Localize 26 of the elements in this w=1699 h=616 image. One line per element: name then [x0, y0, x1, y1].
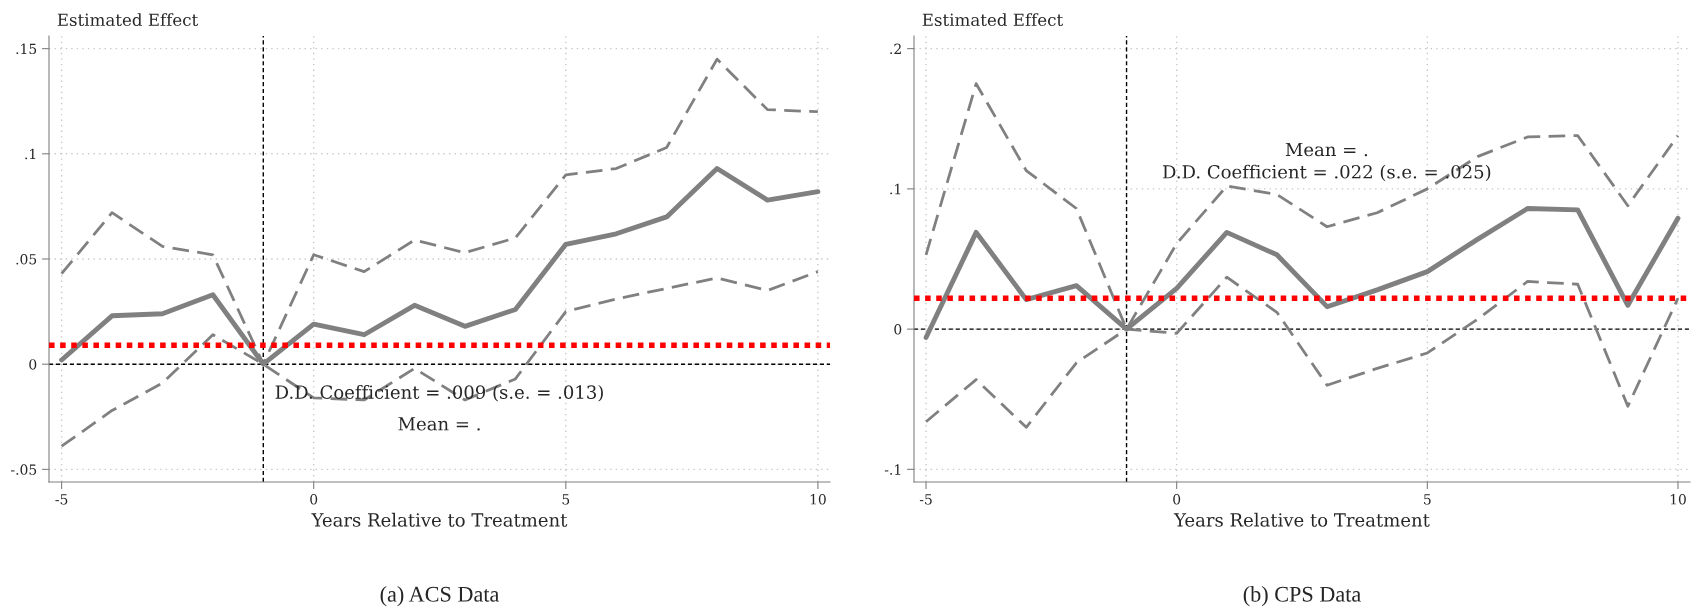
y-axis-title: Estimated Effect: [922, 13, 1064, 27]
y-tick-label: .05: [16, 253, 37, 265]
y-tick-label: .1: [25, 148, 36, 160]
y-tick-label: 0: [29, 359, 37, 370]
x-tick-label: 0: [1173, 494, 1181, 505]
x-axis-title: Years Relative to Treatment: [1173, 512, 1430, 527]
text: (b) CPS Data: [1243, 586, 1361, 607]
x-tick-label: 5: [562, 494, 570, 505]
y-tick-label: .15: [16, 43, 37, 55]
text: (a) ACS Data: [380, 586, 500, 607]
x-tick-label: -5: [919, 494, 932, 505]
y-tick-label: -.1: [884, 464, 901, 475]
y-tick-label: .1: [890, 183, 901, 195]
annotation: Mean = .: [1285, 142, 1368, 157]
y-tick-label: .2: [890, 43, 901, 55]
y-tick-label: 0: [894, 324, 902, 335]
x-tick-label: -5: [55, 494, 68, 505]
x-tick-label: 10: [1670, 494, 1686, 505]
x-tick-label: 0: [310, 494, 318, 505]
x-tick-label: 5: [1424, 494, 1431, 505]
annotation: D.D. Coefficient = .022 (s.e. = .025): [1162, 164, 1491, 182]
x-tick-label: 10: [810, 494, 826, 505]
x-axis-title: Years Relative to Treatment: [311, 512, 568, 527]
y-tick-label: -.05: [11, 464, 37, 475]
y-axis-title: Estimated Effect: [57, 13, 199, 27]
annotation: Mean = .: [398, 417, 480, 431]
